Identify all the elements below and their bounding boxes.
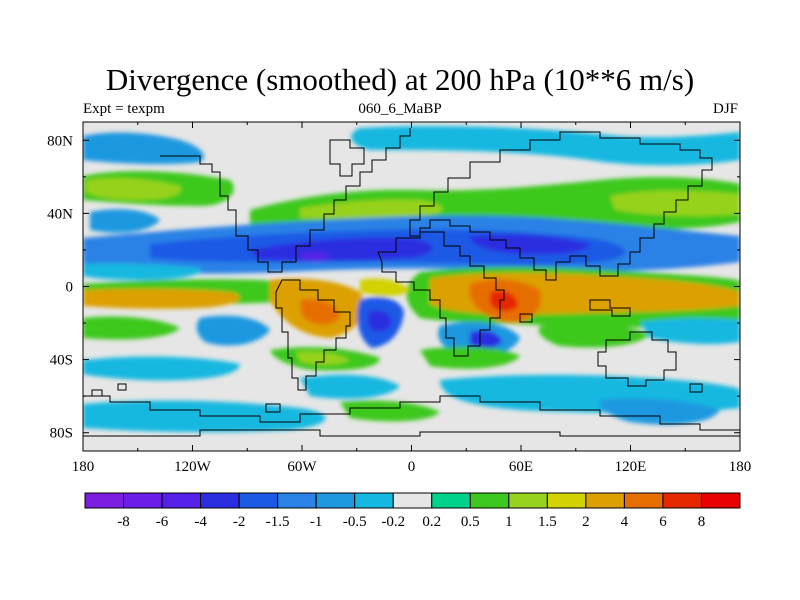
field-patch (610, 190, 740, 217)
field-patch (490, 290, 518, 312)
case-label: 060_6_MaBP (358, 101, 442, 117)
x-tick-label: 60W (287, 459, 317, 475)
coastline-south-america (275, 279, 351, 391)
coastline-island (91, 389, 103, 397)
colorbar-box (392, 492, 433, 509)
field-patch (420, 346, 520, 369)
x-tick-label: 120E (615, 459, 647, 475)
field-patch (83, 263, 202, 280)
field-patch (300, 251, 330, 262)
coastline-eurasia (409, 131, 713, 281)
colorbar-box (123, 492, 163, 509)
colorbar-label: 4 (621, 514, 629, 530)
colorbar-label: -1.5 (266, 514, 290, 530)
colorbar-box (585, 492, 625, 509)
colorbar-box (431, 492, 471, 509)
coastline-island (117, 383, 127, 391)
contour-field (83, 122, 740, 451)
coastline-australia (597, 331, 677, 387)
field-patch (599, 398, 720, 425)
field-patch (196, 315, 270, 346)
colorbar-boxes (84, 492, 741, 509)
colorbar-label: -0.2 (381, 514, 405, 530)
colorbar-label: 2 (582, 514, 590, 530)
colorbar-label: 1.5 (538, 514, 557, 530)
field-patch (340, 400, 440, 422)
colorbar-box (508, 492, 548, 509)
colorbar-label: -4 (194, 514, 207, 530)
field-patch (300, 298, 340, 325)
colorbar-label: -0.5 (343, 514, 367, 530)
y-tick-label: 80S (50, 426, 73, 442)
field-patch (83, 288, 240, 309)
y-tick-label: 0 (66, 280, 74, 296)
colorbar-box (200, 492, 240, 509)
colorbar-label: -2 (233, 514, 246, 530)
coastline-greenland (329, 139, 365, 177)
field-patch (83, 356, 240, 381)
colorbar-box (84, 492, 125, 509)
coastline-island (519, 313, 533, 323)
experiment-label: Expt = texpm (83, 101, 165, 117)
coastline-antarctica (83, 395, 740, 431)
coastline-antarctica-south (83, 429, 740, 437)
season-label: DJF (712, 101, 738, 117)
field-patch (83, 316, 180, 340)
x-tick-label: 180 (72, 459, 95, 475)
field-patch (360, 278, 410, 297)
x-tick-label: 60E (509, 459, 533, 475)
colorbar-box (354, 492, 394, 509)
y-tick-label: 40N (47, 206, 73, 222)
colorbar-box (623, 492, 664, 509)
x-tick-label: 120W (174, 459, 212, 475)
field-patch (538, 323, 650, 348)
colorbar-label: -1 (310, 514, 323, 530)
field-patch (640, 318, 740, 345)
coastline-africa (377, 231, 505, 357)
colorbar-box (700, 492, 741, 509)
plot-title: Divergence (smoothed) at 200 hPa (10**6 … (105, 62, 695, 97)
field-patch (470, 234, 590, 255)
field-patch (86, 178, 182, 200)
field-patch (300, 199, 443, 219)
field-patch (90, 209, 160, 233)
colorbar-label: 0.2 (422, 514, 441, 530)
field-patch (300, 374, 400, 399)
coastline-island (265, 403, 281, 413)
colorbar-box (238, 492, 279, 509)
x-tick-label: 0 (408, 459, 416, 475)
colorbar-labels: -8 -6 -4 -2 -1.5 -1 -0.5 -0.2 0.2 0.5 1 1.5 2 4 6 8 (117, 514, 705, 530)
colorbar-box (662, 492, 702, 509)
continent-outlines (83, 128, 740, 437)
y-tick-label: 40S (50, 353, 73, 369)
colorbar-label: 1 (505, 514, 513, 530)
colorbar-box (315, 492, 356, 509)
coastline-north-america (160, 128, 411, 273)
field-patch (368, 310, 392, 332)
coastline-indonesia (589, 299, 631, 317)
coastline-island (689, 383, 703, 393)
colorbar-box (469, 492, 510, 509)
colorbar-label: -6 (156, 514, 169, 530)
field-patch (296, 351, 350, 365)
field-patch (351, 126, 740, 166)
colorbar-box (161, 492, 202, 509)
axis-ticks: 180 120W 60W 0 60E 120E 180 80N 40N 0 40S 80S (47, 122, 751, 475)
colorbar-box (546, 492, 587, 509)
colorbar-label: -8 (117, 514, 130, 530)
y-tick-label: 80N (47, 133, 73, 149)
colorbar-label: 0.5 (461, 514, 480, 530)
x-tick-label: 180 (729, 459, 752, 475)
colorbar-label: 8 (698, 514, 706, 530)
colorbar-label: 6 (659, 514, 667, 530)
colorbar-box (277, 492, 317, 509)
field-patch (470, 330, 502, 349)
